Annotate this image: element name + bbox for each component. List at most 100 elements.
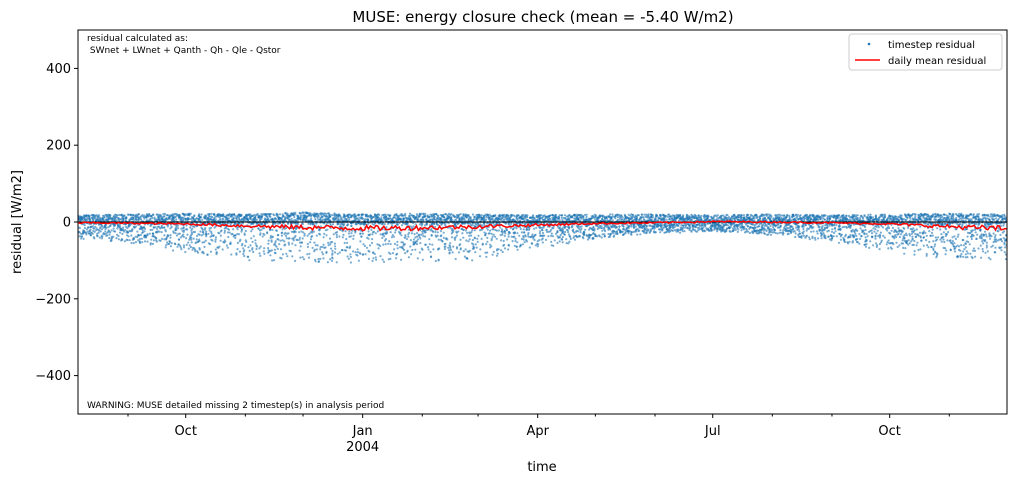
timestep-residual-point	[227, 235, 230, 239]
chart-title: MUSE: energy closure check (mean = -5.40…	[352, 8, 733, 26]
timestep-residual-point	[396, 244, 399, 247]
timestep-residual-point	[454, 224, 457, 227]
timestep-residual-point	[491, 228, 494, 231]
timestep-residual-point	[94, 214, 97, 218]
timestep-residual-point	[282, 214, 285, 217]
timestep-residual-point	[453, 238, 457, 241]
timestep-residual-point	[288, 218, 291, 221]
timestep-residual-point	[356, 248, 359, 251]
timestep-residual-point	[235, 252, 238, 255]
timestep-residual-point	[299, 217, 302, 220]
timestep-residual-point	[146, 240, 149, 243]
timestep-residual-point	[654, 231, 657, 234]
timestep-residual-point	[261, 235, 264, 238]
timestep-residual-point	[194, 250, 197, 253]
timestep-residual-point	[323, 222, 326, 225]
timestep-residual-point	[533, 238, 536, 242]
timestep-residual-point	[584, 228, 587, 231]
timestep-residual-point	[468, 234, 471, 237]
timestep-residual-point	[756, 215, 759, 218]
timestep-residual-point	[437, 258, 440, 261]
timestep-residual-point	[117, 238, 120, 241]
timestep-residual-point	[338, 251, 341, 254]
timestep-residual-point	[467, 240, 470, 243]
timestep-residual-point	[108, 215, 111, 218]
timestep-residual-point	[486, 228, 489, 231]
timestep-residual-point	[660, 223, 664, 227]
timestep-residual-point	[262, 232, 265, 235]
timestep-residual-point	[538, 232, 542, 235]
x-tick-label: Apr	[526, 424, 549, 439]
timestep-residual-point	[313, 241, 316, 244]
timestep-residual-point	[439, 230, 443, 233]
timestep-residual-point	[552, 227, 555, 230]
timestep-residual-point	[468, 238, 471, 241]
timestep-residual-point	[275, 245, 278, 248]
timestep-residual-point	[191, 227, 194, 230]
timestep-residual-point	[99, 226, 102, 229]
timestep-residual-point	[314, 260, 317, 263]
timestep-residual-point	[729, 230, 732, 233]
timestep-residual-point	[457, 230, 460, 233]
timestep-residual-point	[514, 237, 517, 240]
timestep-residual-point	[238, 250, 241, 253]
timestep-residual-point	[190, 241, 193, 244]
timestep-residual-point	[319, 219, 322, 222]
timestep-residual-point	[721, 226, 724, 229]
timestep-residual-point	[302, 231, 305, 234]
timestep-residual-point	[753, 217, 756, 220]
timestep-residual-point	[201, 218, 204, 221]
timestep-residual-point	[329, 215, 332, 218]
timestep-residual-point	[210, 215, 213, 218]
timestep-residual-point	[119, 227, 122, 230]
timestep-residual-point	[598, 235, 602, 238]
timestep-residual-point	[247, 246, 250, 249]
timestep-residual-point	[725, 223, 728, 226]
timestep-residual-point	[374, 232, 377, 235]
timestep-residual-point	[415, 240, 419, 243]
timestep-residual-point	[165, 214, 168, 217]
timestep-residual-point	[221, 248, 224, 251]
timestep-residual-point	[585, 215, 588, 219]
timestep-residual-point	[501, 233, 504, 236]
timestep-residual-point	[322, 243, 325, 246]
timestep-residual-point	[223, 227, 226, 230]
timestep-residual-point	[719, 226, 722, 229]
timestep-residual-point	[416, 218, 419, 221]
timestep-residual-point	[570, 226, 573, 229]
timestep-residual-point	[462, 236, 465, 239]
timestep-residual-point	[281, 218, 284, 221]
timestep-residual-point	[616, 232, 619, 235]
timestep-residual-point	[179, 236, 182, 239]
timestep-residual-point	[424, 235, 427, 238]
timestep-residual-point	[404, 252, 407, 255]
timestep-residual-point	[704, 225, 707, 228]
timestep-residual-point	[266, 216, 269, 219]
timestep-residual-point	[442, 236, 445, 239]
timestep-residual-point	[319, 246, 322, 249]
timestep-residual-point	[747, 230, 750, 233]
timestep-residual-point	[172, 231, 175, 234]
timestep-residual-point	[554, 214, 557, 217]
timestep-residual-point	[248, 259, 251, 262]
timestep-residual-point	[552, 218, 555, 221]
timestep-residual-point	[454, 236, 457, 239]
timestep-residual-point	[298, 249, 301, 252]
x-tick-label: Oct	[878, 424, 900, 439]
timestep-residual-point	[711, 224, 714, 228]
timestep-residual-point	[326, 228, 329, 231]
timestep-residual-point	[214, 236, 218, 239]
timestep-residual-point	[358, 219, 361, 222]
timestep-residual-point	[690, 230, 693, 233]
timestep-residual-point	[177, 232, 180, 235]
timestep-residual-point	[274, 222, 277, 225]
timestep-residual-point	[124, 219, 127, 222]
timestep-residual-point	[522, 228, 525, 231]
timestep-residual-point	[477, 234, 480, 237]
timestep-residual-point	[303, 234, 306, 237]
timestep-residual-point	[514, 239, 517, 243]
timestep-residual-point	[178, 244, 182, 247]
timestep-residual-point	[104, 213, 107, 216]
timestep-residual-point	[455, 246, 459, 249]
timestep-residual-point	[137, 239, 140, 242]
